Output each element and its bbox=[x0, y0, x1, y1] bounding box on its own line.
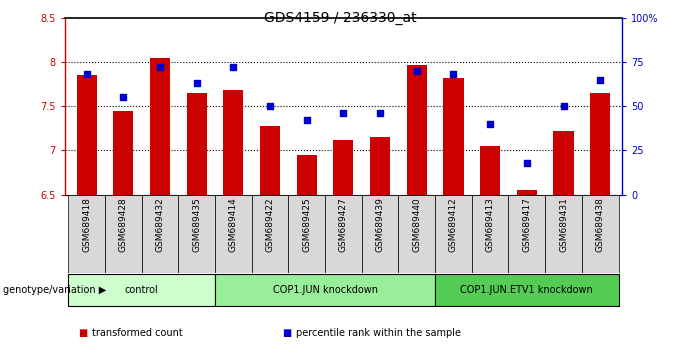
Point bbox=[301, 118, 312, 123]
Bar bbox=[554, 131, 574, 195]
Bar bbox=[545, 195, 582, 273]
Text: ■: ■ bbox=[78, 328, 88, 338]
Bar bbox=[252, 195, 288, 273]
Text: ■: ■ bbox=[282, 328, 292, 338]
Bar bbox=[288, 195, 325, 273]
Text: GSM689413: GSM689413 bbox=[486, 197, 494, 252]
Text: percentile rank within the sample: percentile rank within the sample bbox=[296, 328, 461, 338]
Bar bbox=[435, 195, 472, 273]
Bar bbox=[398, 195, 435, 273]
Bar bbox=[333, 140, 354, 195]
Text: GSM689422: GSM689422 bbox=[265, 197, 275, 252]
Bar bbox=[296, 155, 317, 195]
Bar bbox=[215, 274, 435, 306]
Text: transformed count: transformed count bbox=[92, 328, 182, 338]
Text: COP1.JUN knockdown: COP1.JUN knockdown bbox=[273, 285, 377, 295]
Text: GSM689438: GSM689438 bbox=[596, 197, 605, 252]
Bar bbox=[223, 90, 243, 195]
Point bbox=[118, 95, 129, 100]
Bar bbox=[370, 137, 390, 195]
Text: GSM689439: GSM689439 bbox=[375, 197, 385, 252]
Bar bbox=[113, 110, 133, 195]
Bar bbox=[517, 190, 537, 195]
Point bbox=[191, 80, 202, 86]
Text: GSM689418: GSM689418 bbox=[82, 197, 91, 252]
Bar bbox=[325, 195, 362, 273]
Text: GSM689427: GSM689427 bbox=[339, 197, 348, 252]
Bar bbox=[362, 195, 398, 273]
Bar bbox=[582, 195, 619, 273]
Text: GSM689431: GSM689431 bbox=[559, 197, 568, 252]
Point bbox=[448, 72, 459, 77]
Bar bbox=[509, 195, 545, 273]
Bar bbox=[260, 126, 280, 195]
Bar bbox=[68, 274, 215, 306]
Bar bbox=[472, 195, 509, 273]
Text: control: control bbox=[124, 285, 158, 295]
Text: GSM689435: GSM689435 bbox=[192, 197, 201, 252]
Point bbox=[265, 103, 275, 109]
Point bbox=[375, 110, 386, 116]
Text: genotype/variation ▶: genotype/variation ▶ bbox=[3, 285, 107, 295]
Text: GDS4159 / 236330_at: GDS4159 / 236330_at bbox=[264, 11, 416, 25]
Bar bbox=[590, 93, 610, 195]
Bar bbox=[215, 195, 252, 273]
Point bbox=[154, 64, 165, 70]
Text: GSM689425: GSM689425 bbox=[302, 197, 311, 252]
Bar bbox=[443, 78, 464, 195]
Bar bbox=[435, 274, 619, 306]
Point bbox=[411, 68, 422, 74]
Bar bbox=[68, 195, 105, 273]
Bar bbox=[178, 195, 215, 273]
Text: GSM689440: GSM689440 bbox=[412, 197, 422, 252]
Bar bbox=[186, 93, 207, 195]
Text: GSM689412: GSM689412 bbox=[449, 197, 458, 252]
Bar bbox=[141, 195, 178, 273]
Point bbox=[81, 72, 92, 77]
Text: GSM689428: GSM689428 bbox=[119, 197, 128, 252]
Point bbox=[558, 103, 569, 109]
Bar bbox=[407, 65, 427, 195]
Bar bbox=[150, 57, 170, 195]
Point bbox=[338, 110, 349, 116]
Point bbox=[228, 64, 239, 70]
Point bbox=[595, 77, 606, 82]
Text: COP1.JUN.ETV1 knockdown: COP1.JUN.ETV1 knockdown bbox=[460, 285, 593, 295]
Bar bbox=[105, 195, 141, 273]
Text: GSM689417: GSM689417 bbox=[522, 197, 531, 252]
Text: GSM689414: GSM689414 bbox=[229, 197, 238, 252]
Bar bbox=[77, 75, 97, 195]
Bar bbox=[480, 146, 500, 195]
Point bbox=[522, 160, 532, 166]
Point bbox=[485, 121, 496, 127]
Text: GSM689432: GSM689432 bbox=[156, 197, 165, 252]
